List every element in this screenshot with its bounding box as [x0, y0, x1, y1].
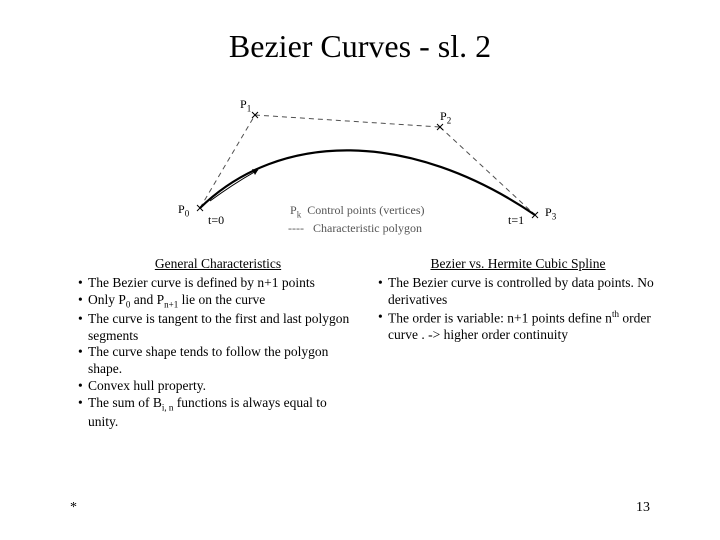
bullet-dot: •	[78, 378, 88, 395]
bullet-dot: •	[378, 275, 388, 309]
bullet-dot: •	[78, 275, 88, 292]
bullet-dot: •	[78, 344, 88, 378]
column-header: General Characteristics	[78, 256, 358, 273]
slide: Bezier Curves - sl. 2 P0 P1 P2 P3 t=0 t=1 Pk C…	[0, 0, 720, 540]
param-label: t=1	[508, 213, 524, 228]
column-general: General Characteristics •The Bezier curv…	[78, 256, 358, 431]
page-title: Bezier Curves - sl. 2	[0, 28, 720, 65]
bullet-item: •The curve is tangent to the first and l…	[78, 311, 358, 345]
column-compare: Bezier vs. Hermite Cubic Spline •The Bez…	[378, 256, 658, 431]
legend-line: ---- Characteristic polygon	[288, 221, 422, 236]
footer-star: *	[70, 500, 77, 516]
bullet-item: •Only P0 and Pn+1 lie on the curve	[78, 292, 358, 311]
bullet-item: •The order is variable: n+1 points defin…	[378, 309, 658, 344]
bullet-dot: •	[378, 309, 388, 344]
control-point-label: P2	[440, 109, 451, 125]
bullet-text: The Bezier curve is defined by n+1 point…	[88, 275, 358, 292]
legend-line: Pk Control points (vertices)	[290, 203, 425, 219]
bullet-text: Only P0 and Pn+1 lie on the curve	[88, 292, 358, 311]
bullet-text: The Bezier curve is controlled by data p…	[388, 275, 658, 309]
column-header: Bezier vs. Hermite Cubic Spline	[378, 256, 658, 273]
bullet-item: •The Bezier curve is defined by n+1 poin…	[78, 275, 358, 292]
bullet-text: The sum of Bi, n functions is always equ…	[88, 395, 358, 431]
control-point-label: P0	[178, 202, 189, 218]
param-label: t=0	[208, 213, 224, 228]
bullet-item: •Convex hull property.	[78, 378, 358, 395]
bullet-text: The curve shape tends to follow the poly…	[88, 344, 358, 378]
control-point-label: P1	[240, 97, 251, 113]
bullet-dot: •	[78, 311, 88, 345]
control-point-label: P3	[545, 205, 556, 221]
page-number: 13	[636, 500, 650, 516]
bullet-dot: •	[78, 292, 88, 311]
bullet-text: The order is variable: n+1 points define…	[388, 309, 658, 344]
bullet-text: Convex hull property.	[88, 378, 358, 395]
text-columns: General Characteristics •The Bezier curv…	[78, 256, 658, 431]
bullet-list: •The Bezier curve is controlled by data …	[378, 275, 658, 344]
bullet-text: The curve is tangent to the first and la…	[88, 311, 358, 345]
bullet-dot: •	[78, 395, 88, 431]
bezier-diagram: P0 P1 P2 P3 t=0 t=1 Pk Control points (vertice…	[140, 85, 580, 245]
bullet-item: •The sum of Bi, n functions is always eq…	[78, 395, 358, 431]
bullet-item: •The Bezier curve is controlled by data …	[378, 275, 658, 309]
bullet-item: •The curve shape tends to follow the pol…	[78, 344, 358, 378]
bullet-list: •The Bezier curve is defined by n+1 poin…	[78, 275, 358, 431]
